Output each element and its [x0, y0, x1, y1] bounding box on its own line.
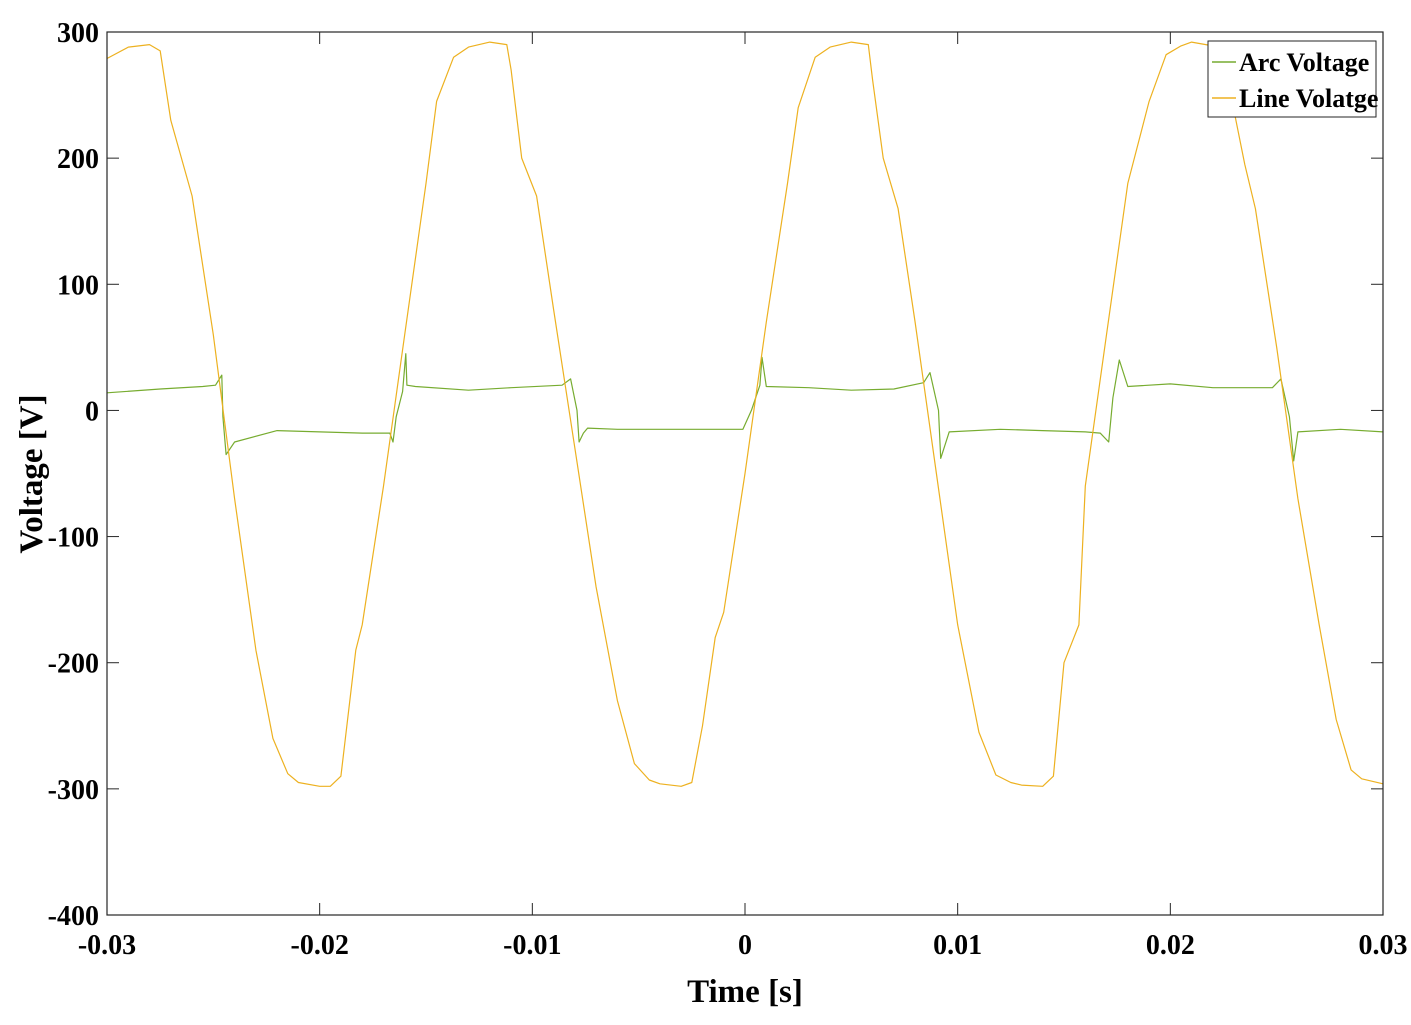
y-tick-label: -400: [48, 901, 99, 932]
series-layer: [106, 41, 1384, 787]
y-tick-label: 0: [85, 396, 99, 427]
legend-box: [1207, 40, 1377, 118]
y-tick-label: -200: [48, 649, 99, 680]
x-tick-label: 0.01: [933, 930, 982, 961]
y-axis-label: Voltage [V]: [14, 394, 50, 553]
x-axis-label: Time [s]: [687, 974, 803, 1010]
series-line-line-volatge: [106, 41, 1384, 787]
legend: Arc Voltage Line Volatge: [1207, 40, 1378, 118]
tick-label-layer: -0.03 -0.02 -0.01 0 0.01 0.02 0.03 300 200 100 0 -1…: [48, 18, 1408, 961]
x-tick-label: 0.03: [1359, 930, 1408, 961]
y-tick-label: -300: [48, 775, 99, 806]
x-tick-label: -0.01: [503, 930, 561, 961]
x-tick-label: -0.03: [78, 930, 136, 961]
y-tick-label: 300: [57, 18, 99, 49]
legend-label-line-voltage: Line Volatge: [1239, 84, 1378, 113]
tick-layer: [106, 31, 1384, 916]
x-tick-label: 0.02: [1146, 930, 1195, 961]
y-tick-label: 100: [57, 270, 99, 301]
legend-label-arc-voltage: Arc Voltage: [1239, 48, 1369, 77]
series-line-arc-voltage: [106, 353, 1384, 462]
x-tick-label: -0.02: [291, 930, 349, 961]
y-tick-label: 200: [57, 144, 99, 175]
y-tick-label: -100: [48, 523, 99, 554]
x-tick-label: 0: [738, 930, 752, 961]
